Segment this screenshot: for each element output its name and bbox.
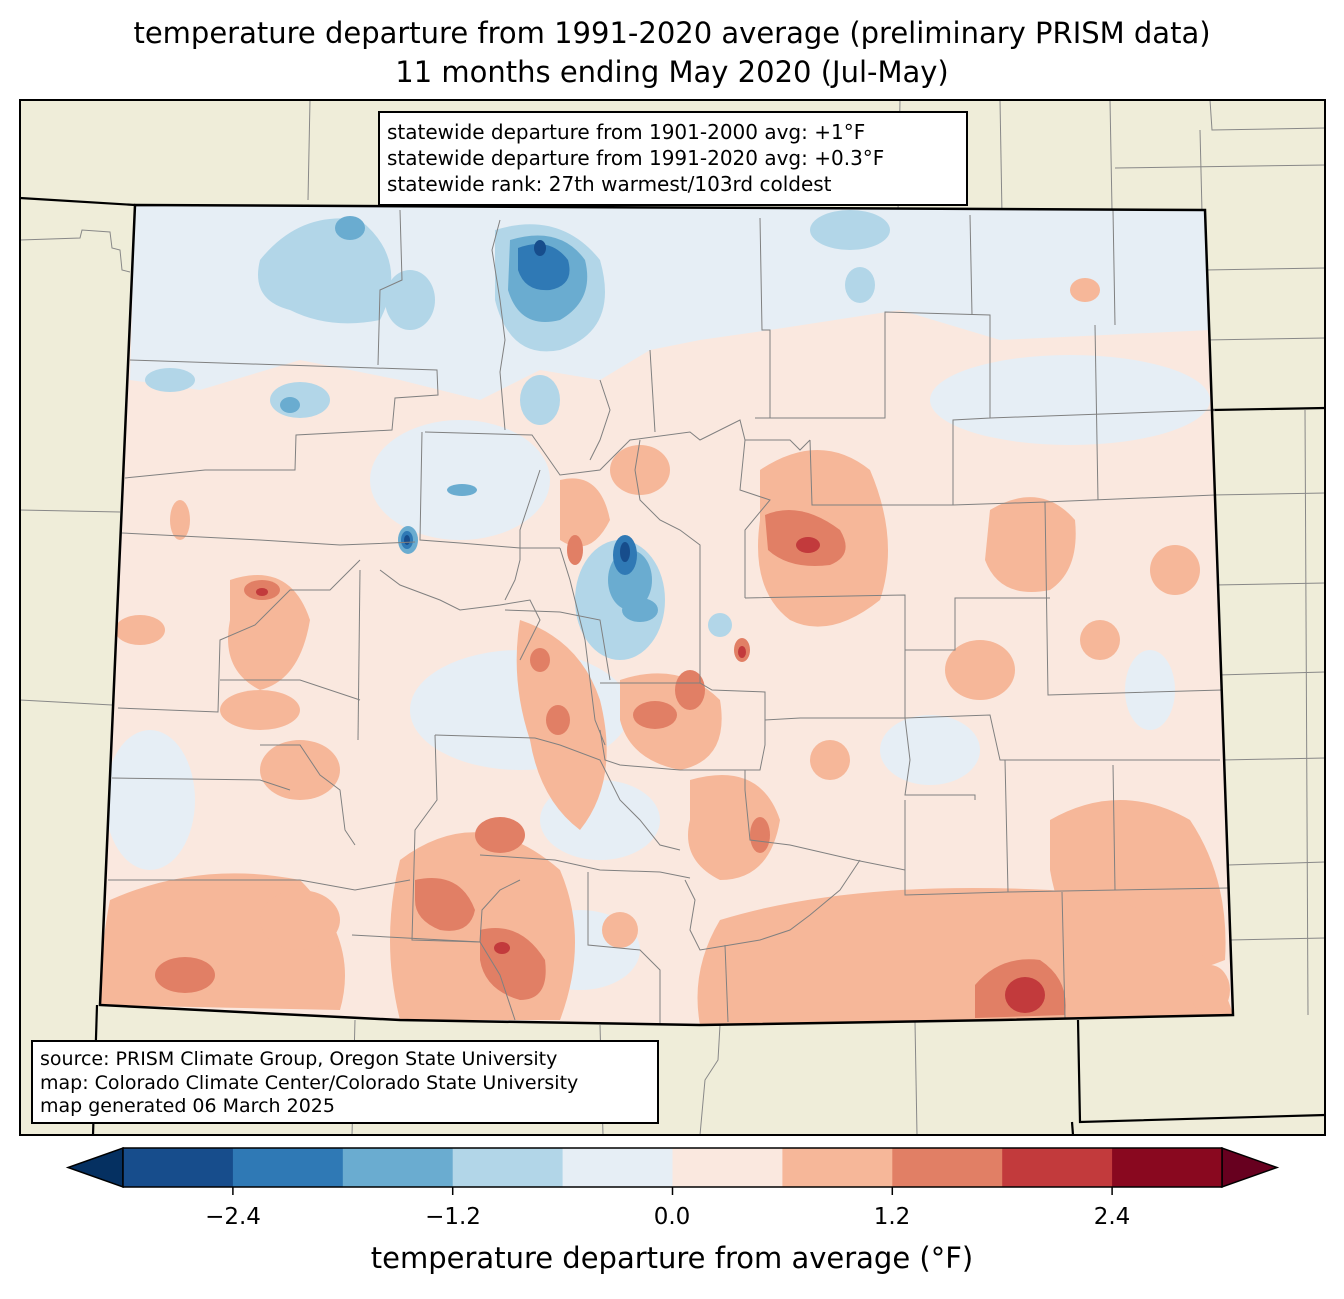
colorbar-bin [123, 1148, 234, 1187]
colorbar [65, 1146, 1280, 1195]
colorbar-bin [342, 1148, 454, 1187]
colorbar-over-arrow [1221, 1146, 1280, 1189]
stats-box: statewide departure from 1901-2000 avg: … [378, 111, 968, 206]
colorbar-bin [452, 1148, 564, 1187]
colorbar-under-arrow [65, 1146, 124, 1189]
colorbar-bin [562, 1148, 673, 1187]
source-line-3: map generated 06 March 2025 [40, 1095, 335, 1117]
colorbar-bin [232, 1148, 344, 1187]
colorado-state-border [98, 203, 1235, 1027]
stats-line-2: statewide departure from 1991-2020 avg: … [387, 146, 884, 170]
stats-line-1: statewide departure from 1901-2000 avg: … [387, 120, 865, 144]
colorbar-title: temperature departure from average (°F) [370, 1241, 974, 1275]
colorbar-bin [1002, 1148, 1113, 1187]
source-box: source: PRISM Climate Group, Oregon Stat… [31, 1040, 659, 1124]
colorbar-bin [892, 1148, 1003, 1187]
source-line-1: source: PRISM Climate Group, Oregon Stat… [40, 1048, 557, 1070]
colorbar-bin [672, 1148, 783, 1187]
title-line-1: temperature departure from 1991-2020 ave… [133, 16, 1211, 50]
colorbar-tick-label-neg1-2: −1.2 [425, 1204, 481, 1230]
colorbar-tick-label-1-2: 1.2 [873, 1204, 911, 1230]
colorbar-bin [782, 1148, 893, 1187]
colorbar-tick-label-neg2-4: −2.4 [205, 1204, 261, 1230]
title-line-2: 11 months ending May 2020 (Jul-May) [395, 55, 949, 89]
map-frame [19, 99, 1326, 1136]
county-boundaries [108, 209, 1229, 1025]
source-line-2: map: Colorado Climate Center/Colorado St… [40, 1072, 578, 1094]
colorbar-tick-label-2-4: 2.4 [1093, 1204, 1131, 1230]
stats-line-3: statewide rank: 27th warmest/103rd colde… [387, 172, 832, 196]
colorbar-bin [1112, 1148, 1223, 1187]
temperature-contours [100, 205, 1233, 1025]
colorbar-tick-label-0: 0.0 [653, 1204, 691, 1230]
